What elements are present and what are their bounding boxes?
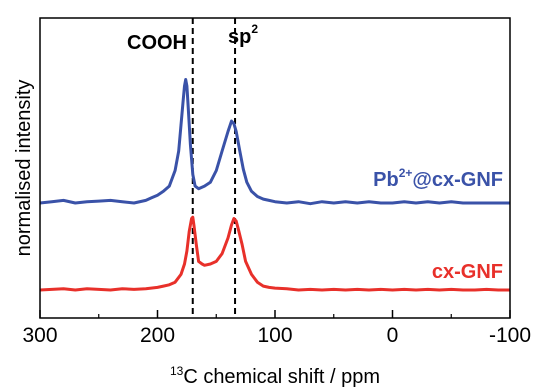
series-layer xyxy=(39,78,510,292)
x-tick-label: 0 xyxy=(387,324,399,347)
x-tick-label: 200 xyxy=(140,324,175,347)
reference-label-sp2-sup: 2 xyxy=(251,22,258,36)
x-tick-label: 300 xyxy=(22,324,57,347)
reference-label-cooh-text: COOH xyxy=(127,32,187,54)
series-label-pb-sup: 2+ xyxy=(399,166,413,180)
x-tick-label: 100 xyxy=(257,324,292,347)
series-label-pb-suffix: @cx-GNF xyxy=(412,169,503,191)
series-label-cx-gnf: cx-GNF xyxy=(432,261,503,283)
x-axis-title-text: C chemical shift / ppm xyxy=(183,366,380,388)
reference-label-cooh: COOH xyxy=(127,32,187,54)
series-line-pb-cx-gnf xyxy=(39,78,510,206)
reference-lines xyxy=(191,18,237,318)
x-axis-title: 13C chemical shift / ppm xyxy=(170,364,380,388)
x-tick-label: -100 xyxy=(489,324,531,347)
series-label-pb-name: Pb xyxy=(373,169,399,191)
x-axis-title-sup: 13 xyxy=(170,364,184,378)
series-label-pb-cx-gnf: Pb2+@cx-GNF xyxy=(373,166,503,191)
y-axis-title: normalised intensity xyxy=(13,80,35,257)
reference-label-sp2: sp2 xyxy=(228,22,258,48)
reference-label-sp2-text: sp xyxy=(228,26,251,48)
series-label-cx-gnf-name: cx-GNF xyxy=(432,261,503,283)
series-line-cx-gnf xyxy=(39,215,510,292)
x-axis-ticks: 300 200 100 0 -100 xyxy=(22,310,531,347)
